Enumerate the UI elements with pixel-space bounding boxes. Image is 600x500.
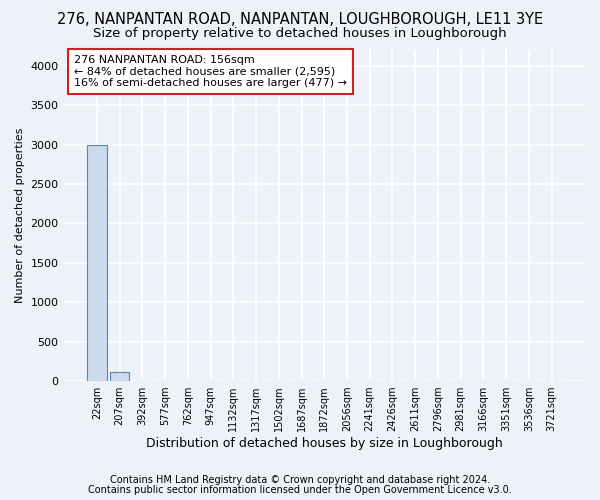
Y-axis label: Number of detached properties: Number of detached properties <box>15 128 25 303</box>
Bar <box>110 372 130 381</box>
Text: 276, NANPANTAN ROAD, NANPANTAN, LOUGHBOROUGH, LE11 3YE: 276, NANPANTAN ROAD, NANPANTAN, LOUGHBOR… <box>57 12 543 28</box>
Text: 276 NANPANTAN ROAD: 156sqm
← 84% of detached houses are smaller (2,595)
16% of s: 276 NANPANTAN ROAD: 156sqm ← 84% of deta… <box>74 55 347 88</box>
Text: Size of property relative to detached houses in Loughborough: Size of property relative to detached ho… <box>93 28 507 40</box>
Text: Contains public sector information licensed under the Open Government Licence v3: Contains public sector information licen… <box>88 485 512 495</box>
Bar <box>87 144 107 381</box>
Text: Contains HM Land Registry data © Crown copyright and database right 2024.: Contains HM Land Registry data © Crown c… <box>110 475 490 485</box>
X-axis label: Distribution of detached houses by size in Loughborough: Distribution of detached houses by size … <box>146 437 503 450</box>
